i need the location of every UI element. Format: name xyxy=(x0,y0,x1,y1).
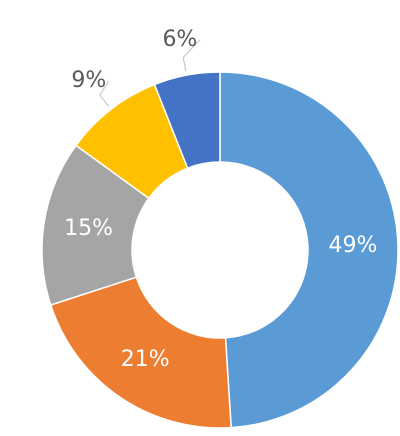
donut-slice xyxy=(153,71,221,170)
data-label: 49% xyxy=(328,233,377,258)
data-label: 9% xyxy=(71,68,106,93)
leader-line xyxy=(182,39,201,72)
donut-slice xyxy=(219,71,399,429)
data-label: 15% xyxy=(64,216,113,241)
data-label: 6% xyxy=(162,27,197,52)
leader-line xyxy=(99,80,110,107)
donut-slice xyxy=(49,276,232,429)
data-label: 21% xyxy=(121,347,170,372)
donut-slice xyxy=(41,144,150,306)
